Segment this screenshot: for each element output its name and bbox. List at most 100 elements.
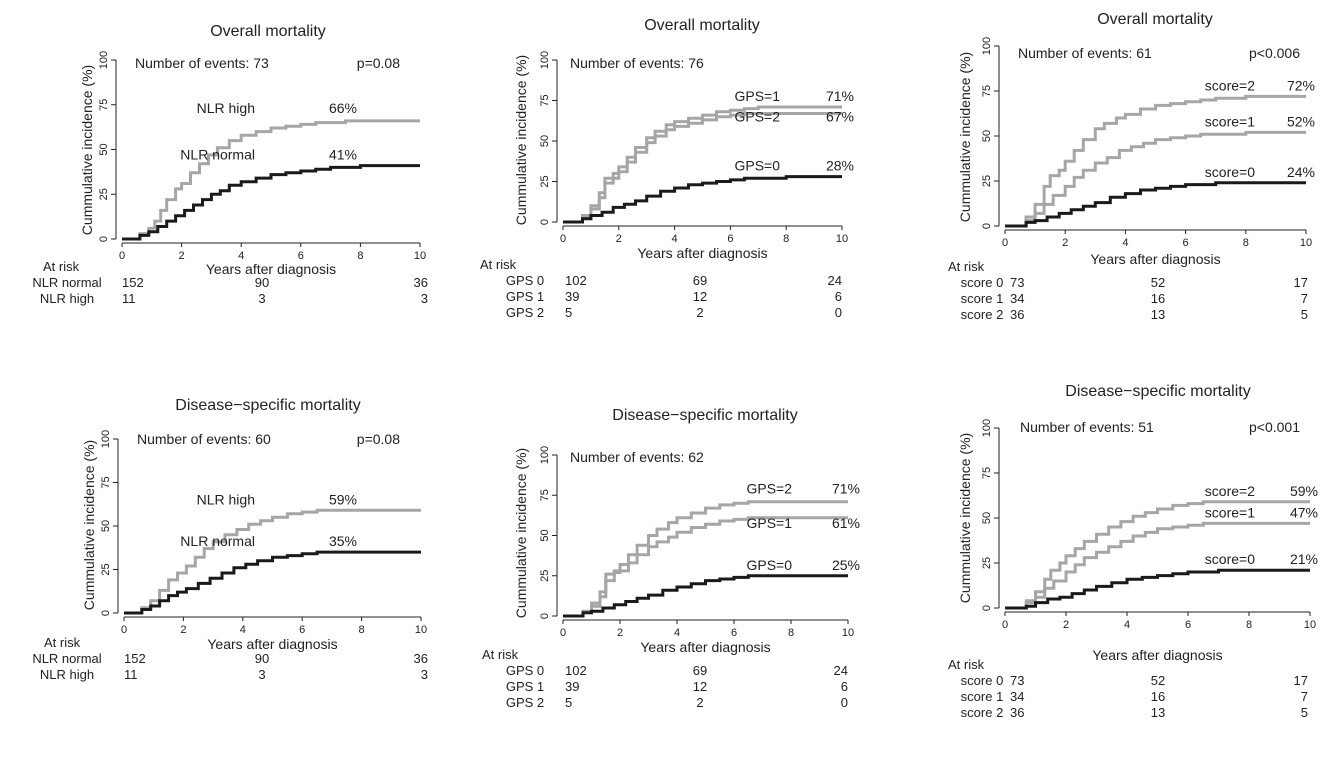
y-tick-label: 25 bbox=[981, 175, 993, 187]
series-label: score=2 bbox=[1205, 483, 1255, 499]
x-tick-label: 10 bbox=[1300, 237, 1312, 249]
series-label: score=1 bbox=[1205, 113, 1255, 129]
series-end-value: 52% bbox=[1287, 113, 1315, 129]
series-line-3 bbox=[1005, 568, 1310, 610]
x-tick-label: 0 bbox=[560, 627, 566, 639]
at-risk-heading: At risk bbox=[480, 257, 517, 272]
events-count: Number of events: 60 bbox=[137, 431, 271, 447]
series-end-value: 21% bbox=[1290, 551, 1318, 567]
y-axis-label: Cummulative incidence (%) bbox=[957, 52, 973, 222]
y-tick-label: 50 bbox=[981, 512, 993, 524]
at-risk-value: 0 bbox=[841, 695, 848, 710]
series-line-2 bbox=[563, 112, 842, 224]
at-risk-value: 5 bbox=[565, 305, 572, 320]
at-risk-value: 5 bbox=[565, 695, 572, 710]
series-end-value: 59% bbox=[1290, 483, 1318, 499]
x-tick-label: 0 bbox=[1002, 237, 1008, 249]
at-risk-row-label: NLR normal bbox=[32, 275, 101, 290]
y-tick-label: 0 bbox=[539, 219, 551, 225]
at-risk-heading: At risk bbox=[43, 259, 80, 274]
series-line-3 bbox=[1005, 181, 1306, 228]
x-tick-label: 2 bbox=[616, 233, 622, 245]
series-end-value: 35% bbox=[329, 533, 357, 549]
at-risk-heading: At risk bbox=[482, 647, 519, 662]
at-risk-row-label: GPS 2 bbox=[506, 695, 544, 710]
at-risk-row-label: score 2 bbox=[961, 705, 1004, 720]
at-risk-row-label: score 0 bbox=[961, 275, 1004, 290]
at-risk-value: 90 bbox=[255, 275, 269, 290]
series-label: GPS=1 bbox=[746, 515, 792, 531]
x-tick-label: 6 bbox=[1183, 237, 1189, 249]
series-end-value: 25% bbox=[832, 557, 860, 573]
series-label: NLR normal bbox=[180, 147, 255, 163]
y-tick-label: 100 bbox=[100, 430, 112, 448]
series-line-2 bbox=[124, 550, 421, 615]
at-risk-row-label: NLR normal bbox=[32, 651, 101, 666]
x-axis-label: Years after diagnosis bbox=[637, 245, 767, 261]
x-tick-label: 2 bbox=[617, 627, 623, 639]
x-axis-label: Years after diagnosis bbox=[640, 639, 770, 655]
series-label: score=2 bbox=[1205, 77, 1255, 93]
at-risk-value: 16 bbox=[1151, 689, 1165, 704]
x-tick-label: 0 bbox=[121, 624, 127, 636]
x-tick-label: 2 bbox=[180, 624, 186, 636]
y-tick-label: 100 bbox=[539, 446, 551, 464]
y-tick-label: 25 bbox=[539, 175, 551, 187]
at-risk-value: 39 bbox=[565, 679, 579, 694]
chart-title: Disease−specific mortality bbox=[175, 397, 360, 414]
y-tick-label: 25 bbox=[539, 570, 551, 582]
y-tick-label: 100 bbox=[98, 51, 110, 69]
x-tick-label: 4 bbox=[238, 250, 244, 262]
series-end-value: 71% bbox=[832, 481, 860, 497]
x-tick-label: 8 bbox=[783, 233, 789, 245]
at-risk-heading: At risk bbox=[948, 259, 985, 274]
series-label: score=0 bbox=[1205, 551, 1255, 567]
at-risk-row-label: score 1 bbox=[961, 291, 1004, 306]
x-tick-label: 0 bbox=[1002, 619, 1008, 631]
at-risk-value: 3 bbox=[258, 667, 265, 682]
at-risk-value: 11 bbox=[122, 291, 136, 306]
at-risk-value: 5 bbox=[1301, 705, 1308, 720]
at-risk-value: 3 bbox=[421, 667, 428, 682]
y-tick-label: 50 bbox=[98, 143, 110, 155]
series-label: GPS=2 bbox=[746, 481, 792, 497]
p-value: p<0.006 bbox=[1249, 45, 1300, 61]
p-value: p<0.001 bbox=[1249, 419, 1300, 435]
at-risk-value: 11 bbox=[124, 667, 138, 682]
chart-title: Overall mortality bbox=[210, 23, 326, 40]
panel-5: Disease−specific mortality0255075100Cumm… bbox=[482, 407, 860, 710]
at-risk-row-label: GPS 0 bbox=[506, 663, 544, 678]
events-count: Number of events: 73 bbox=[135, 55, 269, 71]
x-tick-label: 6 bbox=[727, 233, 733, 245]
at-risk-value: 52 bbox=[1151, 275, 1165, 290]
x-axis-label: Years after diagnosis bbox=[206, 261, 336, 277]
at-risk-value: 12 bbox=[693, 289, 707, 304]
at-risk-heading: At risk bbox=[948, 657, 985, 672]
y-tick-label: 25 bbox=[100, 563, 112, 575]
y-axis-label: Cummulative incidence (%) bbox=[513, 55, 529, 225]
y-tick-label: 0 bbox=[539, 613, 551, 619]
series-line-2 bbox=[1005, 521, 1310, 610]
at-risk-row-label: GPS 1 bbox=[506, 679, 544, 694]
x-tick-label: 6 bbox=[731, 627, 737, 639]
y-tick-label: 100 bbox=[981, 37, 993, 55]
y-axis-label: Cummulative incidence (%) bbox=[513, 448, 529, 618]
x-tick-label: 0 bbox=[119, 250, 125, 262]
y-tick-label: 75 bbox=[539, 94, 551, 106]
at-risk-value: 152 bbox=[122, 275, 144, 290]
series-end-value: 24% bbox=[1287, 164, 1315, 180]
at-risk-value: 39 bbox=[565, 289, 579, 304]
at-risk-value: 24 bbox=[828, 273, 842, 288]
y-tick-label: 0 bbox=[100, 610, 112, 616]
at-risk-heading: At risk bbox=[44, 635, 81, 650]
series-end-value: 41% bbox=[329, 147, 357, 163]
at-risk-row-label: GPS 1 bbox=[506, 289, 544, 304]
x-tick-label: 10 bbox=[1304, 619, 1316, 631]
series-line-1 bbox=[1005, 94, 1306, 228]
p-value: p=0.08 bbox=[357, 431, 400, 447]
x-tick-label: 8 bbox=[788, 627, 794, 639]
y-tick-label: 100 bbox=[539, 51, 551, 69]
y-tick-label: 75 bbox=[981, 467, 993, 479]
y-tick-label: 0 bbox=[98, 236, 110, 242]
